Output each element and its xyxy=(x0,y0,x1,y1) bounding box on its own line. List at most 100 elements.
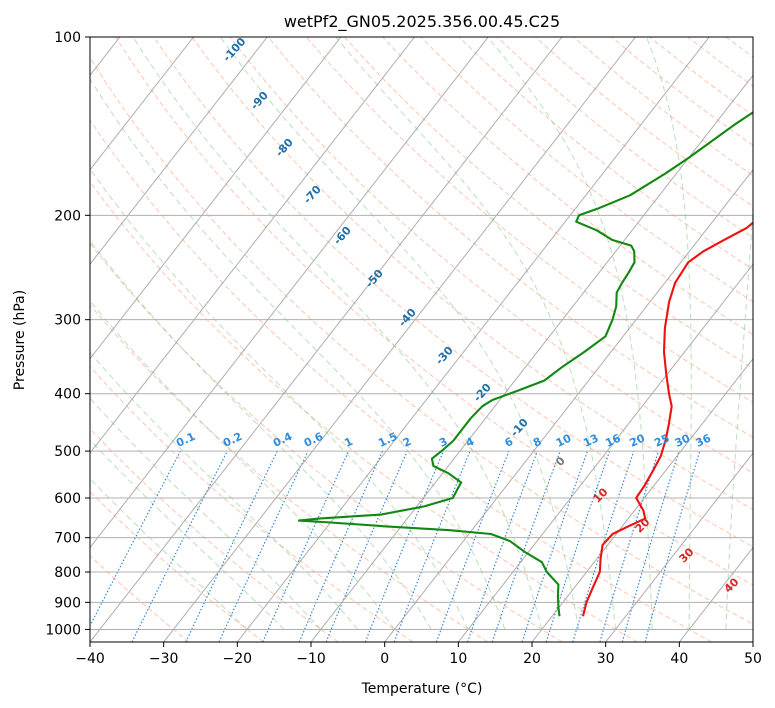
y-tick-label: 600 xyxy=(54,491,81,507)
mixing-ratio-line xyxy=(131,450,228,642)
x-tick-label: −40 xyxy=(75,651,105,667)
x-tick-label: −30 xyxy=(149,651,179,667)
x-tick-label: 40 xyxy=(670,651,688,667)
mixing-ratio-line xyxy=(364,450,444,642)
mixing-ratio-label: 0.1 xyxy=(174,430,197,450)
dry-adiabat-label: -40 xyxy=(396,306,419,330)
mixing-ratio-line xyxy=(298,450,384,642)
line-labels: 0.1 0.2 0.4 0.6 1 1.5 2 3 4 6 8 10 13 16 20 25 30 36-100-… xyxy=(174,35,742,596)
moist-adiabat xyxy=(725,198,753,630)
mixing-ratio-line xyxy=(325,450,408,642)
moist-adiabat xyxy=(90,397,322,630)
y-tick-label: 200 xyxy=(54,208,81,224)
mixing-ratio-label: 36 xyxy=(694,431,714,449)
dry-adiabat xyxy=(344,37,753,369)
dry-adiabat xyxy=(420,37,753,303)
isotherm xyxy=(90,37,194,171)
y-tick-label: 800 xyxy=(54,565,81,581)
mixing-ratio-label: 30 xyxy=(673,431,693,449)
y-axis-label: Pressure (hPa) xyxy=(12,290,28,390)
mixing-ratio-label: 20 xyxy=(628,431,648,449)
mixing-ratio-line xyxy=(491,450,561,642)
x-tick-label: 30 xyxy=(597,651,615,667)
mixing-ratio-label: 16 xyxy=(603,431,623,449)
y-tick-label: 100 xyxy=(54,30,81,46)
mixing-ratio-label: 3 xyxy=(437,435,449,450)
dry-adiabat-label: -60 xyxy=(331,224,354,248)
moist-adiabat xyxy=(132,37,543,630)
mixing-ratio-label: 8 xyxy=(531,435,543,450)
moist-adiabat-label: 30 xyxy=(677,545,697,565)
moist-adiabat xyxy=(90,351,358,630)
mixing-ratio-line xyxy=(644,450,701,642)
moist-adiabat-label: 40 xyxy=(722,575,742,595)
dewpoint-profile xyxy=(297,111,753,617)
isotherm xyxy=(310,74,753,642)
dry-adiabat xyxy=(573,37,753,177)
dry-adiabat-label: -30 xyxy=(433,344,456,368)
mixing-ratio-line xyxy=(185,450,278,642)
dry-adiabat xyxy=(90,490,264,642)
dry-adiabat xyxy=(382,37,753,336)
isotherm xyxy=(605,452,753,642)
mixing-ratio-label: 13 xyxy=(581,432,600,450)
dry-adiabat xyxy=(458,37,753,271)
mixing-ratio-line xyxy=(545,450,611,642)
mixing-ratio-line xyxy=(435,450,510,642)
y-tick-label: 400 xyxy=(54,387,81,403)
dry-adiabat xyxy=(115,37,753,586)
mixing-ratio-line xyxy=(621,450,680,642)
mixing-ratio-label: 25 xyxy=(652,432,671,450)
isotherm xyxy=(90,37,415,454)
isotherm xyxy=(90,37,342,360)
y-tick-label: 500 xyxy=(54,444,81,460)
isotherm xyxy=(90,37,563,642)
dry-adiabat xyxy=(90,303,488,642)
dry-adiabat xyxy=(764,37,775,642)
mixing-ratio-label: 2 xyxy=(401,435,413,450)
mixing-ratio-line xyxy=(466,450,538,642)
x-tick-label: 20 xyxy=(523,651,541,667)
moist-adiabat xyxy=(90,300,395,630)
mixing-ratio-line xyxy=(599,450,660,642)
mixing-ratio-label: 4 xyxy=(464,435,477,450)
mixing-ratio-line xyxy=(572,450,635,642)
dry-adiabat xyxy=(90,181,638,642)
x-tick-label: −20 xyxy=(223,651,253,667)
x-tick-label: 0 xyxy=(380,651,389,667)
dry-adiabat-label: -80 xyxy=(273,136,296,160)
moist-adiabat xyxy=(90,478,248,630)
x-tick-label: −10 xyxy=(296,651,326,667)
mixing-ratio-line xyxy=(262,450,350,642)
mixing-ratio-label: 0.4 xyxy=(271,430,294,450)
mixing-ratio-line xyxy=(218,450,309,642)
moist-adiabat xyxy=(335,37,616,630)
dry-adiabat xyxy=(90,56,753,625)
mixing-ratio-line xyxy=(90,450,181,628)
dry-adiabat xyxy=(90,554,190,642)
background-lines xyxy=(90,37,775,642)
dry-adiabat-label: -100 xyxy=(220,35,248,64)
dry-adiabat-label: -90 xyxy=(248,89,271,113)
mixing-ratio-label: 0.6 xyxy=(302,430,325,450)
isotherm xyxy=(531,357,753,642)
temperature-profile xyxy=(581,221,753,617)
dry-adiabat xyxy=(229,37,753,474)
isotherm xyxy=(236,37,710,642)
moist-adiabat xyxy=(90,439,285,630)
dry-adiabat-label: -10 xyxy=(508,416,531,440)
mixing-ratio-label: 0.2 xyxy=(221,430,244,450)
isotherm xyxy=(90,37,489,549)
moist-adiabat xyxy=(219,37,580,630)
y-tick-label: 700 xyxy=(54,531,81,547)
isotherm xyxy=(384,168,753,642)
moist-adiabat xyxy=(763,37,775,629)
isotherm xyxy=(163,37,636,642)
grid-lines xyxy=(90,37,753,642)
y-tick-label: 300 xyxy=(54,313,81,329)
dry-adiabat xyxy=(305,37,753,403)
x-tick-label: 50 xyxy=(744,651,762,667)
y-tick-label: 900 xyxy=(54,595,81,611)
x-axis-label: Temperature (°C) xyxy=(361,681,483,697)
mixing-ratio-label: 1 xyxy=(342,435,354,450)
